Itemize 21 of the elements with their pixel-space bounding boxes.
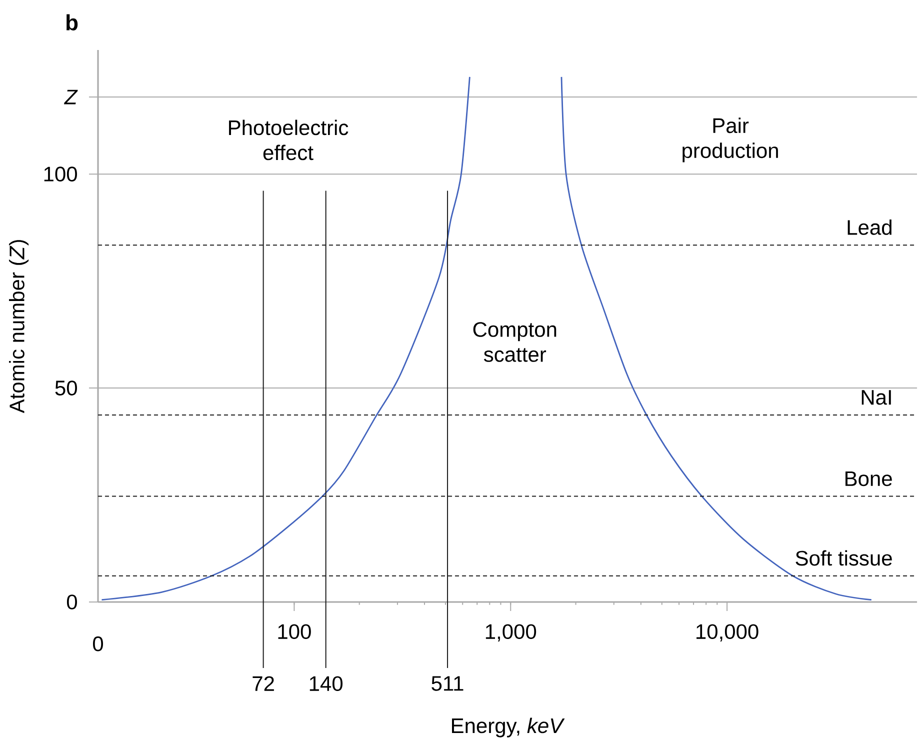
ref-line-label: Soft tissue <box>796 550 892 566</box>
y-tick-label: 0 <box>66 594 77 610</box>
ref-line-label: 72 <box>252 676 274 691</box>
annotation: Compton scatter <box>473 322 556 362</box>
y-tick-label: 100 <box>44 166 77 182</box>
ref-line-label: Lead <box>848 219 892 235</box>
x-axis-title: Energy, keV <box>452 718 565 738</box>
x-tick-label: 10,000 <box>696 624 758 642</box>
x-tick-label: 100 <box>278 624 311 639</box>
text: b <box>66 14 78 30</box>
x-tick-label: 1,000 <box>486 624 536 642</box>
ref-line-label: 511 <box>432 676 464 691</box>
text: 0 <box>92 636 104 652</box>
annotation: Photoelectric effect <box>229 120 348 160</box>
y-axis-title: Atomic number (Z) <box>9 240 29 414</box>
y-tick-label: Z <box>64 90 78 104</box>
annotation: Pair production <box>682 118 778 162</box>
ref-line-label: NaI <box>862 390 891 405</box>
ref-line-label: 140 <box>310 676 343 691</box>
ref-line-label: Bone <box>845 471 892 486</box>
y-tick-label: 50 <box>55 380 77 396</box>
